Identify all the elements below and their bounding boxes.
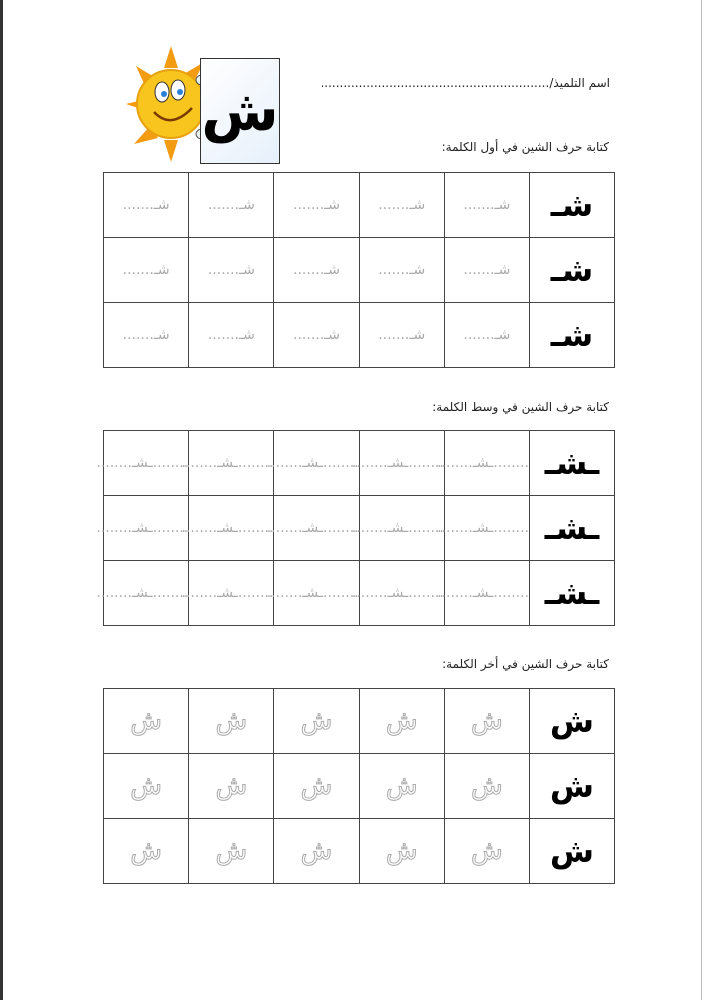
model-letter: شـ (529, 302, 615, 368)
trace-cell[interactable]: ........ـشـ........ (352, 560, 445, 626)
trace-cell[interactable]: ش (358, 818, 445, 884)
student-name-dots: ........................................… (322, 76, 550, 90)
practice-table-medial: ـشـ ........ـشـ........ ........ـشـ.......… (96, 430, 615, 626)
trace-cell[interactable]: ........ـشـ........ (96, 430, 190, 496)
trace-cell[interactable]: شـ....... (102, 172, 190, 238)
trace-cell[interactable]: شـ....... (273, 302, 360, 368)
trace-cell[interactable]: ........ـشـ........ (352, 430, 445, 496)
table-row: ـشـ ........ـشـ........ ........ـشـ.......… (96, 430, 615, 496)
trace-cell[interactable]: ش (188, 753, 275, 819)
trace-cell[interactable]: ........ـشـ........ (182, 560, 275, 626)
page-edge (0, 0, 3, 1000)
trace-cell[interactable]: ش (188, 818, 275, 884)
trace-cell[interactable]: ش (443, 753, 531, 819)
trace-cell[interactable]: شـ....... (188, 302, 275, 368)
trace-cell[interactable]: ........ـشـ........ (267, 560, 360, 626)
trace-cell[interactable]: شـ....... (443, 302, 531, 368)
trace-cell[interactable]: شـ....... (443, 237, 531, 303)
trace-cell[interactable]: ........ـشـ........ (437, 430, 531, 496)
model-letter: ش (529, 818, 615, 884)
trace-cell[interactable]: ش (102, 688, 190, 754)
letter-card: ش (200, 58, 280, 164)
trace-cell[interactable]: شـ....... (188, 172, 275, 238)
student-name-field[interactable]: اسم التلميذ/............................… (322, 76, 610, 90)
trace-cell[interactable]: شـ....... (188, 237, 275, 303)
trace-cell[interactable]: ش (443, 688, 531, 754)
trace-cell[interactable]: شـ....... (102, 302, 190, 368)
trace-cell[interactable]: ........ـشـ........ (352, 495, 445, 561)
section-title-medial: كتابة حرف الشين في وسط الكلمة: (432, 400, 609, 414)
trace-cell[interactable]: ش (273, 753, 360, 819)
model-letter: ـشـ (529, 495, 615, 561)
trace-cell[interactable]: ش (273, 688, 360, 754)
model-letter: ش (529, 753, 615, 819)
trace-cell[interactable]: ........ـشـ........ (96, 495, 190, 561)
trace-cell[interactable]: ........ـشـ........ (267, 430, 360, 496)
trace-cell[interactable]: شـ....... (358, 172, 445, 238)
trace-cell[interactable]: ش (273, 818, 360, 884)
trace-cell[interactable]: شـ....... (273, 172, 360, 238)
trace-cell[interactable]: شـ....... (358, 237, 445, 303)
model-letter: شـ (529, 237, 615, 303)
trace-cell[interactable]: ........ـشـ........ (437, 495, 531, 561)
trace-cell[interactable]: شـ....... (102, 237, 190, 303)
trace-cell[interactable]: ........ـشـ........ (437, 560, 531, 626)
trace-cell[interactable]: ش (188, 688, 275, 754)
trace-cell[interactable]: شـ....... (443, 172, 531, 238)
trace-cell[interactable]: ........ـشـ........ (182, 495, 275, 561)
trace-cell[interactable]: ........ـشـ........ (267, 495, 360, 561)
trace-cell[interactable]: ش (443, 818, 531, 884)
trace-cell[interactable]: شـ....... (273, 237, 360, 303)
trace-cell[interactable]: ش (358, 688, 445, 754)
trace-cell[interactable]: ........ـشـ........ (182, 430, 275, 496)
trace-cell[interactable]: ش (102, 818, 190, 884)
trace-cell[interactable]: ش (358, 753, 445, 819)
table-row: شـ شـ....... شـ....... شـ....... شـ....... شـ… (102, 302, 615, 368)
student-name-label: اسم التلميذ/ (549, 76, 610, 90)
table-row: ـشـ ........ـشـ........ ........ـشـ.......… (96, 560, 615, 626)
table-row: شـ شـ....... شـ....... شـ....... شـ....... شـ… (102, 172, 615, 238)
trace-cell[interactable]: ش (102, 753, 190, 819)
trace-cell[interactable]: شـ....... (358, 302, 445, 368)
practice-table-initial: شـ شـ....... شـ....... شـ....... شـ....... شـ… (102, 172, 615, 368)
section-title-initial: كتابة حرف الشين في أول الكلمة: (441, 140, 609, 154)
model-letter: شـ (529, 172, 615, 238)
model-letter: ش (529, 688, 615, 754)
section-title-final: كتابة حرف الشين في أخر الكلمة: (442, 657, 609, 671)
table-row: شـ شـ....... شـ....... شـ....... شـ....... شـ… (102, 237, 615, 303)
table-row: ـشـ ........ـشـ........ ........ـشـ.......… (96, 495, 615, 561)
model-letter: ـشـ (529, 560, 615, 626)
model-letter: ـشـ (529, 430, 615, 496)
trace-cell[interactable]: ........ـشـ........ (96, 560, 190, 626)
page-edge (701, 0, 702, 1000)
